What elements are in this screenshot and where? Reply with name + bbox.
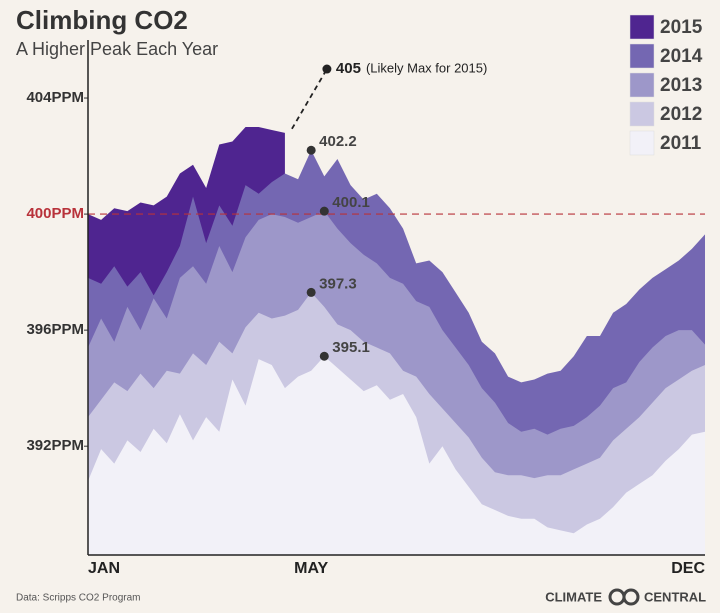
legend-swatch xyxy=(629,101,655,127)
source: Data: Scripps CO2 Program xyxy=(16,593,141,604)
legend-swatch xyxy=(629,130,655,156)
peak-dot xyxy=(306,287,316,297)
chart-title: Climbing CO2 xyxy=(16,5,188,35)
legend-label: 2011 xyxy=(660,133,702,154)
x-tick-label: JAN xyxy=(88,560,120,577)
peak-dot xyxy=(319,206,329,216)
chart-subtitle: A Higher Peak Each Year xyxy=(16,39,218,59)
y-tick-label: 396PPM xyxy=(26,321,84,338)
area xyxy=(88,356,705,555)
legend-swatch xyxy=(629,43,655,69)
logo-icon xyxy=(608,588,626,606)
annotation-text: (Likely Max for 2015) xyxy=(366,60,487,75)
legend-label: 2015 xyxy=(660,17,703,38)
logo-icon xyxy=(622,588,640,606)
x-tick-label: MAY xyxy=(294,560,328,577)
y-tick-label: 404PPM xyxy=(26,89,84,106)
y-tick-label: 400PPM xyxy=(26,205,84,222)
annotation-dot xyxy=(322,64,332,74)
y-tick-label: 392PPM xyxy=(26,437,84,454)
annotation-line xyxy=(291,68,328,130)
peak-label: 400.1 xyxy=(332,194,370,211)
annotation-value: 405 xyxy=(336,60,361,77)
x-tick-label: DEC xyxy=(671,560,705,577)
logo-left: CLIMATE xyxy=(545,589,602,604)
peak-label: 402.2 xyxy=(319,133,357,150)
peak-label: 397.3 xyxy=(319,275,357,292)
legend-swatch xyxy=(629,72,655,98)
legend-label: 2013 xyxy=(660,75,702,96)
legend-label: 2012 xyxy=(660,104,702,125)
plot: 392PPM 396PPM 400PPM 404PPM JAN MAY DEC 402.2 40… xyxy=(26,14,705,577)
peak-dot xyxy=(306,145,316,155)
logo-right: CENTRAL xyxy=(644,589,706,604)
legend-swatch xyxy=(629,14,655,40)
peak-label: 395.1 xyxy=(332,339,370,356)
peak-dot xyxy=(319,351,329,361)
legend-label: 2014 xyxy=(660,46,703,67)
